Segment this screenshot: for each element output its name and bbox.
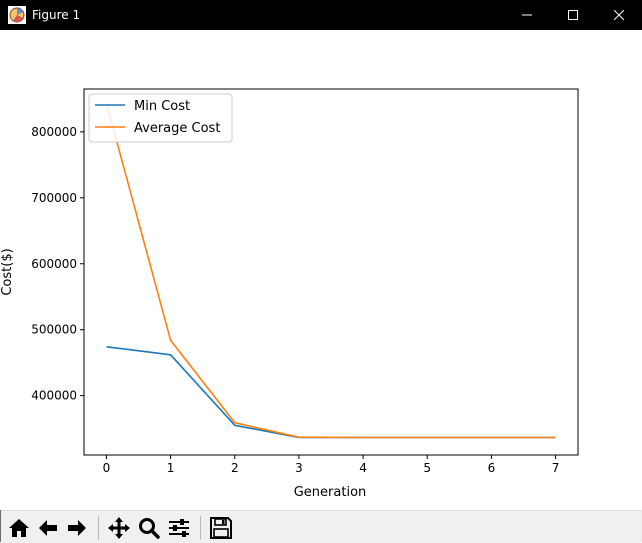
pan-button[interactable] (106, 515, 132, 541)
minimize-button[interactable] (504, 0, 550, 30)
plot-lines (105, 103, 556, 439)
series-line-average-cost (105, 103, 556, 439)
window-titlebar[interactable]: Figure 1 (0, 0, 642, 30)
close-icon (614, 10, 624, 20)
x-tick-label: 7 (552, 461, 560, 475)
zoom-button[interactable] (136, 515, 162, 541)
back-button[interactable] (35, 515, 61, 541)
axes-frame (83, 88, 579, 456)
zoom-icon (139, 518, 160, 539)
legend-box (88, 93, 233, 143)
minimize-icon (522, 14, 532, 16)
close-button[interactable] (596, 0, 642, 30)
axis-ticks: 0 1 2 3 4 5 6 7 400000 500000 600000 700000 800000 (31, 125, 559, 475)
legend: Min Cost Average Cost (88, 93, 233, 143)
move-icon (108, 517, 130, 539)
y-tick-label: 400000 (31, 389, 77, 403)
x-tick-label: 6 (488, 461, 496, 475)
y-tick-label: 500000 (31, 323, 77, 337)
x-tick-label: 2 (231, 461, 239, 475)
home-button[interactable] (6, 515, 32, 541)
save-icon (210, 517, 232, 539)
window-title: Figure 1 (32, 8, 81, 22)
configure-subplots-button[interactable] (166, 515, 192, 541)
toolbar-separator (200, 516, 201, 540)
forward-button[interactable] (64, 515, 90, 541)
x-tick-label: 3 (295, 461, 303, 475)
x-tick-label: 0 (103, 461, 111, 475)
arrow-right-icon (68, 520, 86, 536)
sliders-icon (169, 519, 189, 537)
y-tick-label: 600000 (31, 257, 77, 271)
y-tick-label: 700000 (31, 191, 77, 205)
legend-label-min-cost: Min Cost (134, 99, 190, 114)
maximize-button[interactable] (550, 0, 596, 30)
y-axis-label: Cost($) (0, 248, 15, 295)
navigation-toolbar (1, 510, 641, 543)
arrow-left-icon (39, 520, 57, 536)
x-tick-label: 5 (423, 461, 431, 475)
matplotlib-app-icon (8, 6, 26, 24)
toolbar-separator (98, 516, 99, 540)
x-tick-label: 4 (359, 461, 367, 475)
x-axis-label: Generation (294, 485, 367, 500)
y-tick-label: 800000 (31, 125, 77, 139)
home-icon (9, 519, 29, 537)
save-button[interactable] (208, 515, 234, 541)
x-tick-label: 1 (167, 461, 175, 475)
maximize-icon (568, 10, 578, 20)
legend-label-average-cost: Average Cost (134, 121, 220, 136)
figure-canvas[interactable]: 0 1 2 3 4 5 6 7 400000 500000 600000 700000 800000 G… (0, 30, 642, 510)
